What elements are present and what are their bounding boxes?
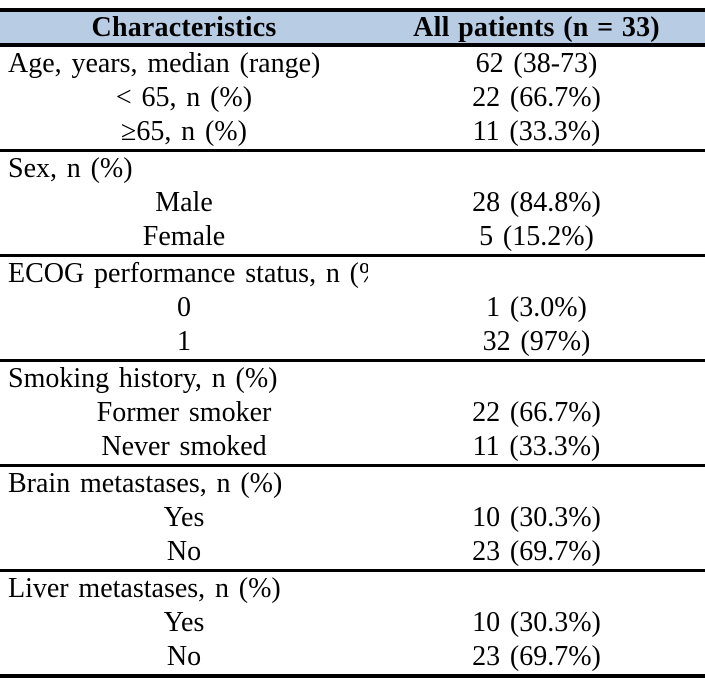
row-label: Female [0,220,368,257]
table-row-section: Sex, n (%) [0,151,705,187]
row-value: 22 (66.7%) [472,397,601,428]
row-label: 1 [0,325,368,362]
row-label: No [0,535,368,572]
table-row: Former smoker 22 (66.7%) [0,396,705,430]
row-label: ≥65, n (%) [0,115,368,152]
row-section-label: Age, years, median (range) [8,48,321,79]
table-body: Age, years, median (range) 62 (38-73) < 65… [0,45,705,676]
table-row: Never smoked 11 (33.3%) [0,430,705,467]
table-header: Characteristics All patients (n = 33) [0,10,705,47]
row-section-label: Liver metastases, n (%) [8,573,281,604]
patient-characteristics-table-wrap: Characteristics All patients (n = 33) Ag… [0,8,705,678]
row-label: Yes [163,502,205,533]
row-label: No [166,641,202,672]
table-row-section: Brain metastases, n (%) [0,466,705,502]
row-value: 62 (38-73) [475,48,598,79]
row-value: 11 (33.3%) [368,430,705,467]
header-row: Characteristics All patients (n = 33) [0,10,705,47]
row-section-label: Smoking history, n (%) [8,363,278,394]
row-label: < 65, n (%) [115,82,253,113]
row-value: 5 (15.2%) [368,220,705,257]
row-value: 11 (33.3%) [368,115,705,152]
table-row-section: Smoking history, n (%) [0,361,705,397]
row-value [368,151,705,187]
table-row: Female 5 (15.2%) [0,220,705,257]
table-row-section: ECOG performance status, n (%) [0,256,705,292]
table-row-section: Age, years, median (range) 62 (38-73) [0,45,705,81]
table-row: Yes 10 (30.3%) [0,501,705,535]
table-row: 0 1 (3.0%) [0,291,705,325]
table-row: Male 28 (84.8%) [0,186,705,220]
table-row: No 23 (69.7%) [0,535,705,572]
row-label: Never smoked [0,430,368,467]
row-label: Former smoker [96,397,272,428]
table-row: 1 32 (97%) [0,325,705,362]
row-value: 32 (97%) [368,325,705,362]
row-label: Yes [163,607,205,638]
row-section-label: Sex, n (%) [8,153,133,184]
table-row: No 23 (69.7%) [0,640,705,676]
row-section-label: ECOG performance status, n (%) [8,258,368,289]
table-row: Yes 10 (30.3%) [0,606,705,640]
row-value: 22 (66.7%) [472,82,601,113]
row-section-label: Brain metastases, n (%) [8,468,283,499]
table-row-section: Liver metastases, n (%) [0,571,705,607]
row-value [368,466,705,502]
row-value: 1 (3.0%) [486,292,587,323]
table-row: < 65, n (%) 22 (66.7%) [0,81,705,115]
patient-characteristics-table: Characteristics All patients (n = 33) Ag… [0,8,705,678]
row-value [368,571,705,607]
row-value [368,361,705,397]
row-label: 0 [177,292,191,323]
row-value: 10 (30.3%) [472,502,601,533]
row-value: 10 (30.3%) [472,607,601,638]
column-header-characteristics: Characteristics [0,10,368,47]
row-label: Male [155,187,213,218]
row-value: 28 (84.8%) [472,187,601,218]
table-row: ≥65, n (%) 11 (33.3%) [0,115,705,152]
column-header-all-patients: All patients (n = 33) [368,10,705,47]
row-value: 23 (69.7%) [368,535,705,572]
row-value [368,256,705,292]
row-value: 23 (69.7%) [472,641,601,672]
